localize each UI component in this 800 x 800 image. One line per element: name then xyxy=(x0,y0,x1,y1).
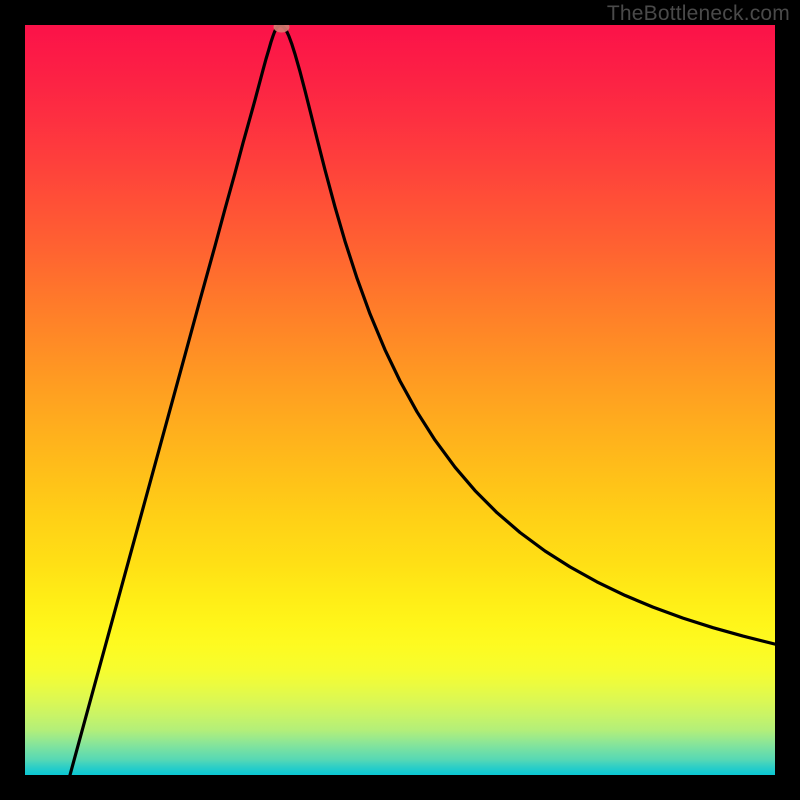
chart-svg xyxy=(25,25,775,775)
chart-frame: TheBottleneck.com xyxy=(0,0,800,800)
watermark-text: TheBottleneck.com xyxy=(607,2,790,26)
plot-area xyxy=(25,25,775,775)
gradient-background xyxy=(25,25,775,775)
